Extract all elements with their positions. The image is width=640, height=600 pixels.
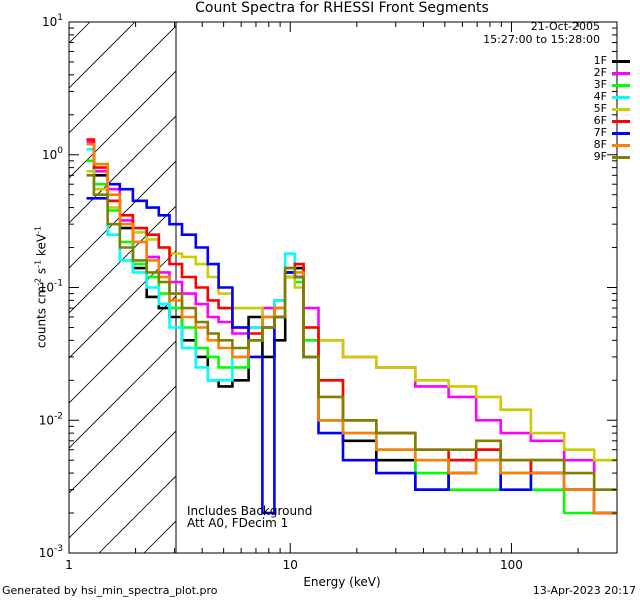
legend-swatch <box>612 119 630 123</box>
legend-label: 1F <box>593 54 607 67</box>
legend-label: 7F <box>593 126 607 139</box>
legend-date: 21-Oct-2005 <box>530 20 600 33</box>
legend-label: 2F <box>593 66 607 79</box>
background-hatch-region <box>69 22 176 553</box>
legend-entry-7F: 7F <box>550 127 630 139</box>
hatch-line <box>69 385 176 494</box>
series-line-8F <box>86 142 616 515</box>
series-line-9F <box>86 174 616 491</box>
legend-swatch <box>612 131 630 135</box>
legend-label: 6F <box>593 114 607 127</box>
hatch-line <box>69 70 176 179</box>
y-axis-label: counts cm-2 s-1 keV-1 <box>33 225 49 349</box>
hatch-line <box>69 25 176 134</box>
legend-label: 3F <box>593 78 607 91</box>
plot-area <box>69 22 617 553</box>
legend-swatch <box>612 59 630 63</box>
x-tick-label: 100 <box>500 558 523 572</box>
legend-entry-6F: 6F <box>550 115 630 127</box>
legend-label: 8F <box>593 138 607 151</box>
annotation-background: Includes Background <box>187 504 313 518</box>
legend-swatch <box>612 83 630 87</box>
legend-swatch <box>612 107 630 111</box>
y-tick-label: 10-1 <box>39 279 63 295</box>
hatch-line <box>69 205 176 314</box>
y-tick-label: 10-2 <box>39 411 63 427</box>
legend-label: 4F <box>593 90 607 103</box>
hatch-line <box>69 250 176 359</box>
legend-entry-4F: 4F <box>550 91 630 103</box>
legend-time-range: 15:27:00 to 15:28:00 <box>483 33 600 46</box>
chart-title: Count Spectra for RHESSI Front Segments <box>195 0 489 16</box>
series-layer <box>86 138 616 515</box>
axis-tick-labels: 1 10 100 10-3 10-2 10-1 100 101 <box>39 13 523 572</box>
legend-entry-9F: 9F <box>550 151 630 163</box>
x-tick-label: 1 <box>65 558 73 572</box>
legend-swatch <box>612 143 630 147</box>
hatch-line <box>69 430 176 539</box>
legend: 1F 2F 3F 4F 5F 6F 7F 8F 9F <box>550 55 630 163</box>
footer-timestamp: 13-Apr-2023 20:17 <box>532 584 636 597</box>
legend-entry-1F: 1F <box>550 55 630 67</box>
x-axis-label: Energy (keV) <box>303 575 381 589</box>
legend-entry-2F: 2F <box>550 67 630 79</box>
annotation-attenuator: Att A0, FDecim 1 <box>187 516 289 530</box>
legend-entry-8F: 8F <box>550 139 630 151</box>
legend-swatch <box>612 155 630 159</box>
legend-label: 5F <box>593 102 607 115</box>
y-tick-label: 100 <box>42 146 63 162</box>
legend-swatch <box>612 71 630 75</box>
y-tick-label: 101 <box>42 13 63 29</box>
legend-label: 9F <box>593 150 607 163</box>
legend-entry-5F: 5F <box>550 103 630 115</box>
x-tick-label: 10 <box>283 558 298 572</box>
legend-entry-3F: 3F <box>550 79 630 91</box>
footer-generator: Generated by hsi_min_spectra_plot.pro <box>2 584 218 597</box>
legend-swatch <box>612 95 630 99</box>
y-tick-label: 10-3 <box>39 544 63 560</box>
axis-ticks <box>68 21 618 554</box>
